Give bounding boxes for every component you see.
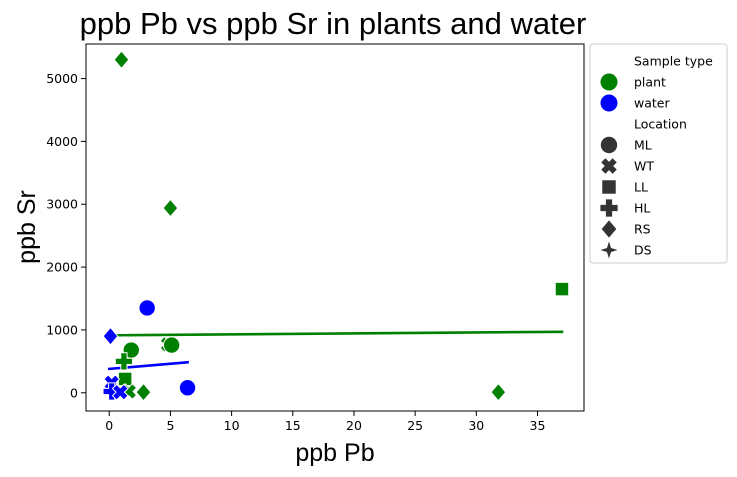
- legend-label-HL: HL: [634, 201, 650, 216]
- axes-frame: [85, 43, 585, 412]
- y-axis-label: ppb Sr: [13, 190, 41, 264]
- data-point-plant-RS: [113, 50, 130, 70]
- legend-label-LL: LL: [634, 180, 648, 195]
- data-point-plant-LL: [554, 281, 570, 297]
- y-axis-ticks: 0 1000 2000 3000 4000 5000: [46, 71, 86, 400]
- x-axis-label: ppb Pb: [295, 439, 374, 467]
- x-tick-label: 0: [105, 418, 113, 433]
- data-point-water-RS: [102, 326, 119, 346]
- x-tick-label: 30: [468, 418, 484, 433]
- legend-label-water: water: [634, 96, 670, 111]
- legend-label-RS: RS: [634, 222, 651, 237]
- legend-marker-HL: [600, 199, 618, 217]
- legend-marker-water: [600, 94, 618, 112]
- data-point-water-ML: [178, 379, 197, 397]
- legend-items: Sample type plant water Location ML WT LL HL RS D…: [600, 54, 713, 259]
- x-tick-label: 20: [346, 418, 362, 433]
- y-tick-label: 1000: [46, 322, 78, 337]
- legend-marker-plant: [600, 73, 618, 91]
- legend-marker-LL: [602, 180, 616, 194]
- y-tick-label: 2000: [46, 260, 78, 275]
- legend-label-ML: ML: [634, 138, 652, 153]
- y-tick-label: 3000: [46, 197, 78, 212]
- x-axis-ticks: 0 5 10 15 20 25 30 35: [105, 411, 545, 433]
- data-point-plant-RS: [490, 382, 507, 402]
- legend-marker-WT: [601, 158, 617, 174]
- x-tick-label: 15: [285, 418, 301, 433]
- legend-frame: [589, 43, 728, 264]
- legend-title-sample-type: Sample type: [634, 54, 713, 69]
- plot-area: [85, 43, 585, 412]
- data-points: [102, 50, 570, 402]
- data-point-plant-ML: [162, 336, 181, 354]
- legend-title-location: Location: [634, 117, 687, 132]
- legend-label-plant: plant: [634, 75, 666, 90]
- legend-marker-ML: [600, 136, 618, 154]
- data-point-water-WT: [111, 383, 129, 401]
- legend-label-DS: DS: [634, 243, 652, 258]
- regression-line-plant: [107, 330, 564, 337]
- x-tick-label: 5: [166, 418, 174, 433]
- data-point-water-ML: [138, 299, 156, 317]
- y-tick-label: 5000: [46, 71, 78, 86]
- x-tick-label: 25: [407, 418, 423, 433]
- legend-label-WT: WT: [634, 159, 654, 174]
- legend-marker-RS: [601, 220, 617, 238]
- data-point-plant-HL: [114, 352, 134, 371]
- data-point-plant-RS: [135, 382, 152, 402]
- legend-marker-DS: [600, 241, 618, 259]
- legend: Sample type plant water Location ML WT LL HL RS D…: [589, 43, 728, 264]
- data-point-plant-RS: [162, 198, 179, 218]
- x-tick-label: 10: [224, 418, 240, 433]
- y-tick-label: 0: [70, 385, 78, 400]
- y-tick-label: 4000: [46, 134, 78, 149]
- chart-title: ppb Pb vs ppb Sr in plants and water: [80, 6, 587, 41]
- x-tick-label: 35: [530, 418, 546, 433]
